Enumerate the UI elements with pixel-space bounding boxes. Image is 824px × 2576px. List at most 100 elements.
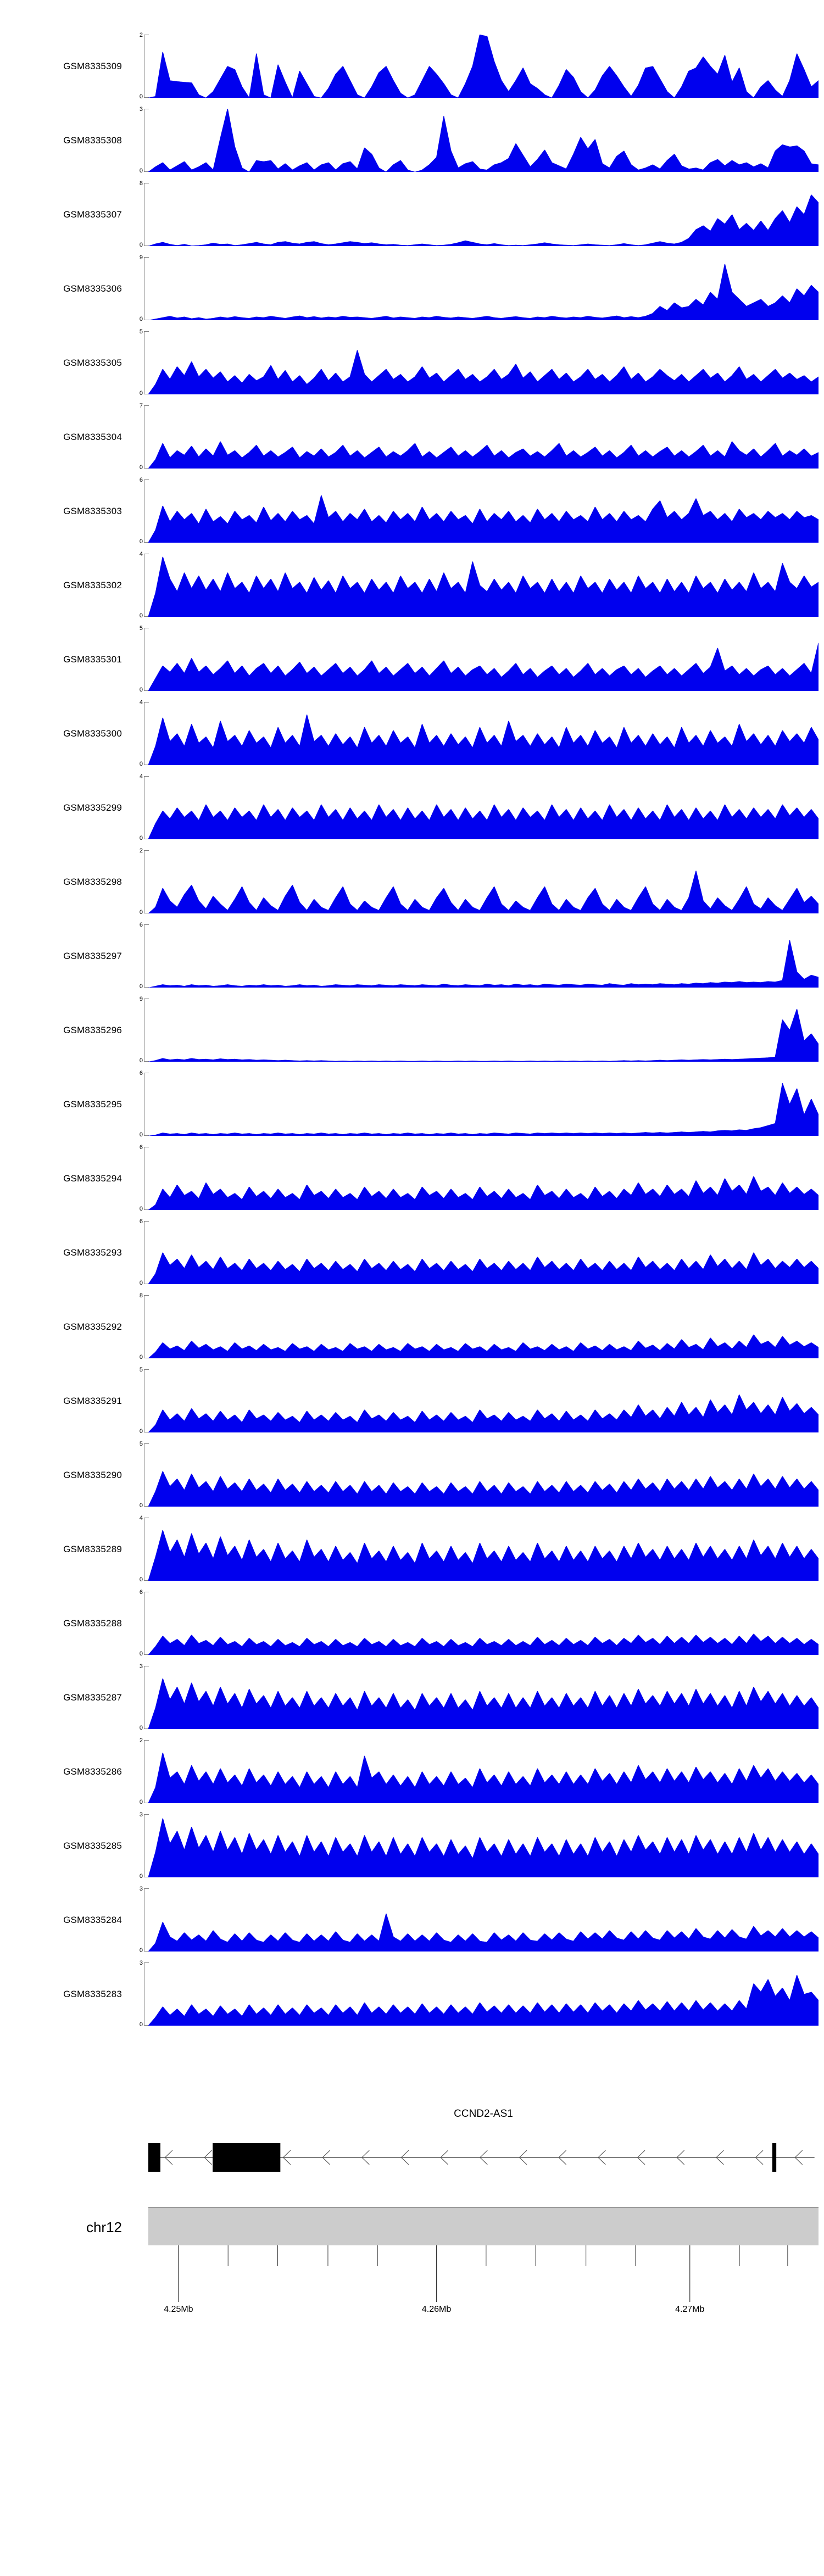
y-axis-max-label: 8 [139,1292,143,1299]
data-track: GSM8335309 2 0 [0,29,824,103]
y-axis-max-label: 9 [139,254,143,261]
data-track: GSM8335301 5 0 [0,622,824,696]
data-track: GSM8335304 7 0 [0,400,824,474]
y-axis-max-label: 6 [139,1589,143,1596]
coverage-area-chart [148,405,819,469]
y-axis-max-label: 5 [139,1441,143,1447]
data-track: GSM8335308 3 0 [0,103,824,177]
data-track: GSM8335293 6 0 [0,1215,824,1290]
data-track: GSM8335285 3 0 [0,1809,824,1883]
y-axis-max-label: 2 [139,1737,143,1744]
coverage-area-chart [148,1666,819,1729]
axis-tick-label: 4.26Mb [421,2305,452,2314]
y-axis-max-label: 4 [139,1515,143,1521]
y-axis-min-label: 0 [139,242,143,248]
track-label: GSM8335291 [63,1395,122,1406]
coverage-area-chart [148,1147,819,1210]
y-axis-min-label: 0 [139,1651,143,1657]
y-axis-max-label: 7 [139,403,143,409]
y-axis-max-label: 3 [139,1811,143,1818]
y-axis-min-label: 0 [139,1799,143,1805]
y-axis-min-label: 0 [139,612,143,619]
coverage-area-chart [148,1518,819,1581]
y-axis-max-label: 3 [139,106,143,113]
track-label: GSM8335298 [63,876,122,887]
track-label: GSM8335286 [63,1766,122,1777]
coverage-area-chart [148,850,819,913]
track-label: GSM8335287 [63,1692,122,1703]
track-label: GSM8335304 [63,431,122,442]
y-axis-max-label: 3 [139,1960,143,1966]
coverage-area-chart [148,924,819,988]
y-axis-min-label: 0 [139,1057,143,1064]
coverage-area-chart [148,1295,819,1358]
y-axis-max-label: 3 [139,1886,143,1892]
y-axis-max-label: 6 [139,1070,143,1077]
gene-name-label: CCND2-AS1 [454,2108,513,2120]
track-label: GSM8335294 [63,1173,122,1184]
coverage-area-chart [148,628,819,691]
data-track: GSM8335307 8 0 [0,177,824,252]
data-track: GSM8335294 6 0 [0,1141,824,1215]
track-label: GSM8335302 [63,579,122,590]
y-axis-min-label: 0 [139,1947,143,1954]
axis-tick-label: 4.27Mb [675,2305,705,2314]
track-label: GSM8335300 [63,728,122,739]
genome-axis-track: chr12 4.25Mb 4.26Mb 4.27Mb [0,2207,824,2372]
y-axis-max-label: 6 [139,477,143,483]
y-axis-min-label: 0 [139,909,143,916]
y-axis-min-label: 0 [139,2021,143,2028]
y-axis-max-label: 8 [139,180,143,187]
y-axis-min-label: 0 [139,93,143,100]
chromosome-bar [148,2207,819,2245]
y-axis-min-label: 0 [139,464,143,471]
y-axis-min-label: 0 [139,390,143,397]
data-track: GSM8335289 4 0 [0,1512,824,1586]
y-axis-min-label: 0 [139,1354,143,1361]
track-label: GSM8335284 [63,1914,122,1925]
y-axis-max-label: 4 [139,551,143,557]
y-axis-min-label: 0 [139,1428,143,1435]
coverage-area-chart [148,1592,819,1655]
y-axis-min-label: 0 [139,835,143,841]
coverage-area-chart [148,1814,819,1877]
data-track: GSM8335305 5 0 [0,326,824,400]
y-axis-max-label: 5 [139,328,143,335]
data-track: GSM8335303 6 0 [0,474,824,548]
coverage-area-chart [148,479,819,543]
coverage-area-chart [148,1888,819,1951]
y-axis-min-label: 0 [139,1280,143,1286]
coverage-area-chart [148,1073,819,1136]
track-label: GSM8335299 [63,802,122,813]
coverage-area-chart [148,999,819,1062]
track-label: GSM8335307 [63,209,122,220]
track-label: GSM8335288 [63,1618,122,1629]
data-track: GSM8335284 3 0 [0,1883,824,1957]
coverage-area-chart [148,109,819,172]
data-track: GSM8335292 8 0 [0,1290,824,1364]
data-track: GSM8335296 9 0 [0,993,824,1067]
y-axis-min-label: 0 [139,1576,143,1583]
gene-model [148,2130,819,2185]
y-axis-min-label: 0 [139,687,143,693]
coverage-area-chart [148,257,819,320]
track-label: GSM8335293 [63,1247,122,1258]
coverage-area-chart [148,1443,819,1507]
